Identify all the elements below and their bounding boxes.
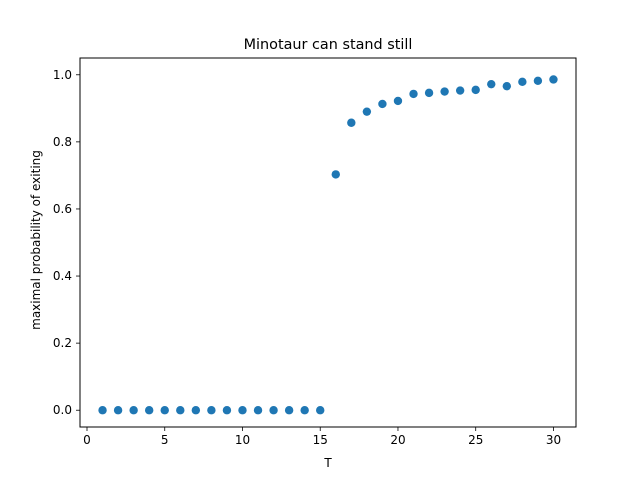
scatter-point bbox=[191, 406, 201, 415]
scatter-point bbox=[144, 406, 154, 415]
scatter-point bbox=[549, 75, 558, 84]
scatter-point bbox=[533, 76, 543, 86]
scatter-point bbox=[176, 406, 185, 415]
scatter-point bbox=[347, 118, 356, 127]
x-tick-label: 5 bbox=[161, 433, 169, 447]
y-tick-label: 0.8 bbox=[53, 135, 72, 149]
y-tick-label: 0.6 bbox=[53, 202, 72, 216]
x-axis-label: T bbox=[323, 456, 332, 470]
scatter-point bbox=[455, 86, 465, 95]
scatter-point bbox=[331, 170, 340, 179]
scatter-point bbox=[300, 406, 309, 415]
points-layer bbox=[98, 75, 558, 415]
x-tick-label: 20 bbox=[390, 433, 405, 447]
scatter-point bbox=[409, 89, 418, 99]
y-tick-label: 0.0 bbox=[53, 403, 72, 417]
scatter-point bbox=[502, 81, 512, 91]
scatter-point bbox=[269, 406, 278, 415]
scatter-point bbox=[518, 77, 527, 87]
scatter-point bbox=[284, 406, 294, 415]
x-tick-label: 30 bbox=[546, 433, 561, 447]
scatter-point bbox=[238, 406, 247, 415]
scatter-point bbox=[487, 79, 496, 89]
y-tick-label: 0.2 bbox=[53, 336, 72, 350]
scatter-point bbox=[316, 406, 325, 415]
scatter-point bbox=[129, 406, 138, 415]
scatter-point bbox=[440, 87, 449, 96]
y-tick-label: 1.0 bbox=[53, 68, 72, 82]
scatter-point bbox=[222, 406, 232, 415]
ticks-layer: 0 5 10 15 20 25 30 0.0 0.2 0.4 0.6 0.8 1.0 bbox=[53, 68, 561, 447]
plot-frame bbox=[79, 57, 577, 428]
scatter-point bbox=[393, 96, 403, 106]
chart-title: Minotaur can stand still bbox=[244, 37, 413, 53]
scatter-point bbox=[362, 107, 372, 116]
scatter-point bbox=[378, 99, 387, 109]
x-tick-label: 25 bbox=[468, 433, 483, 447]
y-tick-label: 0.4 bbox=[53, 269, 72, 283]
scatter-point bbox=[424, 88, 434, 98]
x-tick-label: 15 bbox=[313, 433, 328, 447]
x-tick-label: 0 bbox=[83, 433, 91, 447]
scatter-point bbox=[113, 406, 123, 415]
scatter-point bbox=[207, 406, 216, 415]
y-axis-label: maximal probability of exiting bbox=[29, 150, 43, 330]
scatter-point bbox=[471, 85, 480, 95]
scatter-point bbox=[253, 406, 263, 415]
scatter-point bbox=[160, 406, 169, 415]
scatter-point bbox=[98, 406, 107, 415]
x-tick-label: 10 bbox=[235, 433, 250, 447]
